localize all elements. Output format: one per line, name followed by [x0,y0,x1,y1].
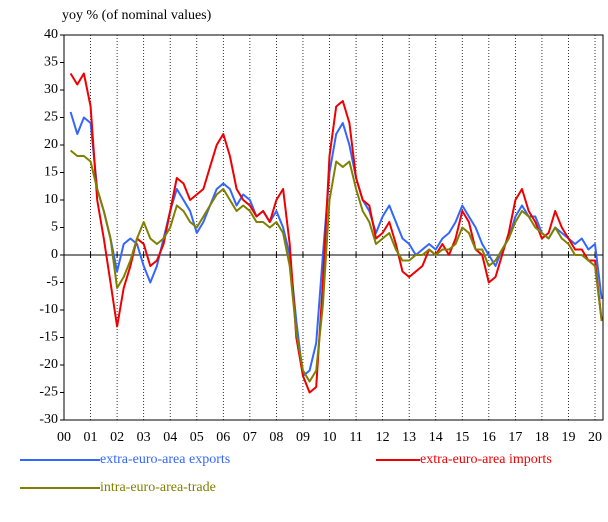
y-tick-label: 5 [51,220,58,235]
x-tick-label: 11 [349,430,362,445]
x-tick-label: 05 [190,430,204,445]
series-line [69,149,603,383]
x-tick-label: 08 [269,430,283,445]
x-tick-label: 15 [455,430,469,445]
x-tick-label: 14 [429,430,443,445]
x-tick-label: 19 [561,430,575,445]
y-tick-label: 0 [51,247,58,262]
x-tick-label: 12 [376,430,390,445]
y-tick-label: -20 [39,357,58,372]
legend-label: extra-euro-area exports [100,452,230,467]
x-tick-label: 17 [508,430,522,445]
legend-label: intra-euro-area-trade [100,480,216,495]
x-tick-label: 10 [323,430,337,445]
y-tick-label: -30 [39,412,58,427]
x-tick-label: 03 [137,430,151,445]
y-tick-label: 25 [44,110,58,125]
x-tick-label: 01 [84,430,98,445]
y-tick-label: 40 [44,27,58,42]
y-tick-label: 30 [44,82,58,97]
series-line [69,72,603,394]
x-tick-label: 07 [243,430,257,445]
y-tick-label: -5 [46,275,58,290]
y-tick-label: -15 [39,330,58,345]
x-tick-label: 16 [482,430,496,445]
y-tick-label: -10 [39,302,58,317]
x-tick-label: 00 [57,430,71,445]
x-tick-label: 18 [535,430,549,445]
x-tick-label: 04 [163,430,177,445]
x-tick-label: 02 [110,430,124,445]
series-line [69,111,603,377]
y-tick-label: 35 [44,55,58,70]
y-tick-label: 15 [44,165,58,180]
x-tick-label: 20 [588,430,602,445]
legend-label: extra-euro-area imports [420,452,552,467]
y-axis-label: yoy % (of nominal values) [62,8,212,23]
x-tick-label: 06 [216,430,230,445]
y-tick-label: -25 [39,385,58,400]
x-tick-label: 09 [296,430,310,445]
y-tick-label: 10 [44,192,58,207]
x-tick-label: 13 [402,430,416,445]
y-tick-label: 20 [44,137,58,152]
